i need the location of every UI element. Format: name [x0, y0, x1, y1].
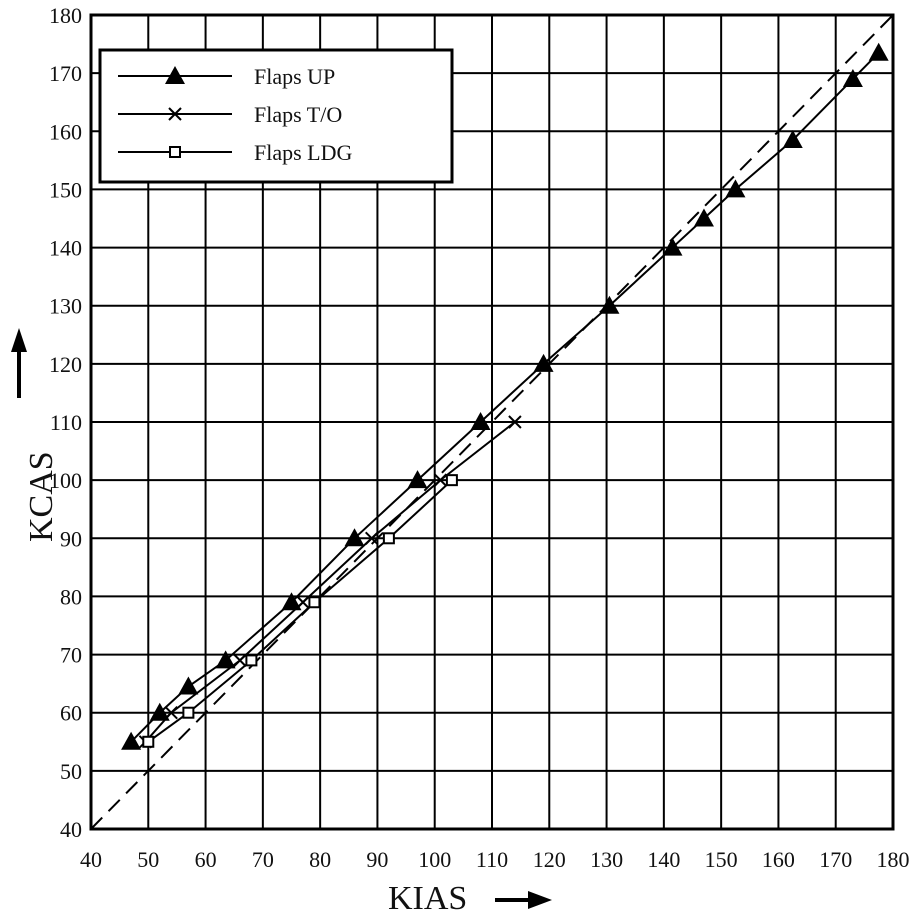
data-point-flaps-up [868, 42, 889, 61]
reference-dashed-line [90, 14, 894, 830]
data-point-flaps-ldg [142, 735, 155, 748]
x-tick-label: 130 [590, 847, 623, 872]
data-point-flaps-ldg [382, 532, 395, 545]
data-point-flaps-up [599, 295, 620, 314]
data-point-flaps-up [215, 650, 236, 669]
data-point-flaps-up [344, 528, 365, 547]
x-tick-label: 60 [195, 847, 217, 872]
data-point-flaps-up [470, 412, 491, 430]
data-point-flaps-t-o [364, 531, 379, 545]
data-point-flaps-up [782, 130, 803, 149]
x-tick-label: 50 [137, 847, 159, 872]
x-tick-label: 40 [80, 847, 102, 872]
x-tick-label: 180 [877, 847, 910, 872]
legend-item-flaps-t-o: Flaps T/O [118, 102, 342, 127]
series-flaps-up [121, 42, 889, 750]
x-axis-arrow [495, 891, 552, 909]
data-point-flaps-up [662, 237, 683, 256]
data-point-flaps-t-o [433, 473, 448, 487]
data-point-flaps-ldg [245, 654, 258, 667]
tick-labels: 40 50 60 70 80 90 100 110 120 130 140 150 160 170 180 4… [49, 3, 910, 872]
legend-item-flaps-ldg: Flaps LDG [118, 140, 353, 165]
data-point-flaps-t-o [233, 653, 247, 668]
series-line-flaps-up [130, 52, 880, 743]
data-point-flaps-t-o [164, 706, 178, 720]
x-tick-label: 100 [418, 847, 451, 872]
y-tick-label: 110 [50, 410, 82, 435]
x-tick-label: 170 [819, 847, 852, 872]
legend: Flaps UP Flaps T/O Flaps LDG [98, 48, 454, 184]
x-tick-label: 120 [533, 847, 566, 872]
series-line-flaps-t-o [144, 421, 516, 743]
data-point-flaps-up [533, 353, 554, 372]
y-tick-label: 140 [49, 236, 82, 261]
x-tick-label: 110 [476, 847, 508, 872]
y-tick-label: 170 [49, 61, 82, 86]
y-tick-label: 70 [60, 643, 82, 668]
data-point-flaps-t-o [296, 595, 310, 609]
plot-frame [89, 13, 895, 831]
series-group [121, 42, 889, 750]
legend-label-flaps-ldg: Flaps LDG [254, 140, 353, 165]
legend-item-flaps-up: Flaps UP [118, 64, 335, 89]
y-tick-label: 100 [49, 468, 82, 493]
x-tick-label: 90 [366, 847, 388, 872]
y-tick-label: 60 [60, 701, 82, 726]
y-tick-label: 160 [49, 119, 82, 144]
legend-marker-flaps-up [165, 66, 185, 84]
legend-box [98, 48, 454, 184]
y-tick-label: 40 [60, 817, 82, 842]
legend-marker-flaps-ldg [169, 146, 181, 158]
data-point-flaps-up [693, 208, 714, 227]
y-tick-label: 50 [60, 759, 82, 784]
y-axis-title: KCAS [23, 451, 60, 542]
legend-label-flaps-up: Flaps UP [254, 64, 335, 89]
data-point-flaps-up [725, 179, 746, 198]
y-tick-label: 80 [60, 584, 82, 609]
data-point-flaps-up [121, 731, 142, 750]
legend-label-flaps-t-o: Flaps T/O [254, 102, 342, 127]
series-line-flaps-ldg [147, 479, 453, 743]
data-point-flaps-up [149, 702, 170, 721]
y-tick-label: 150 [49, 177, 82, 202]
y-tick-label: 130 [49, 294, 82, 319]
x-axis-title: KIAS [388, 880, 467, 916]
y-tick-label: 180 [49, 3, 82, 28]
data-point-flaps-t-o [508, 415, 522, 429]
x-tick-label: 140 [647, 847, 680, 872]
legend-marker-flaps-t-o [168, 107, 182, 121]
data-point-flaps-up [178, 676, 199, 695]
series-flaps-t-o [138, 415, 522, 749]
y-tick-label: 120 [49, 352, 82, 377]
data-point-flaps-ldg [445, 474, 458, 487]
y-axis-arrow [11, 328, 27, 398]
x-tick-label: 150 [705, 847, 738, 872]
data-point-flaps-ldg [182, 706, 195, 719]
data-point-flaps-up [281, 592, 302, 611]
data-point-flaps-up [407, 470, 428, 489]
reference-line [90, 14, 894, 830]
x-tick-label: 70 [252, 847, 274, 872]
y-tick-label: 90 [60, 526, 82, 551]
x-tick-label: 160 [762, 847, 795, 872]
x-tick-label: 80 [309, 847, 331, 872]
series-flaps-ldg [142, 474, 458, 748]
data-point-flaps-up [842, 68, 863, 87]
data-point-flaps-ldg [308, 596, 321, 609]
